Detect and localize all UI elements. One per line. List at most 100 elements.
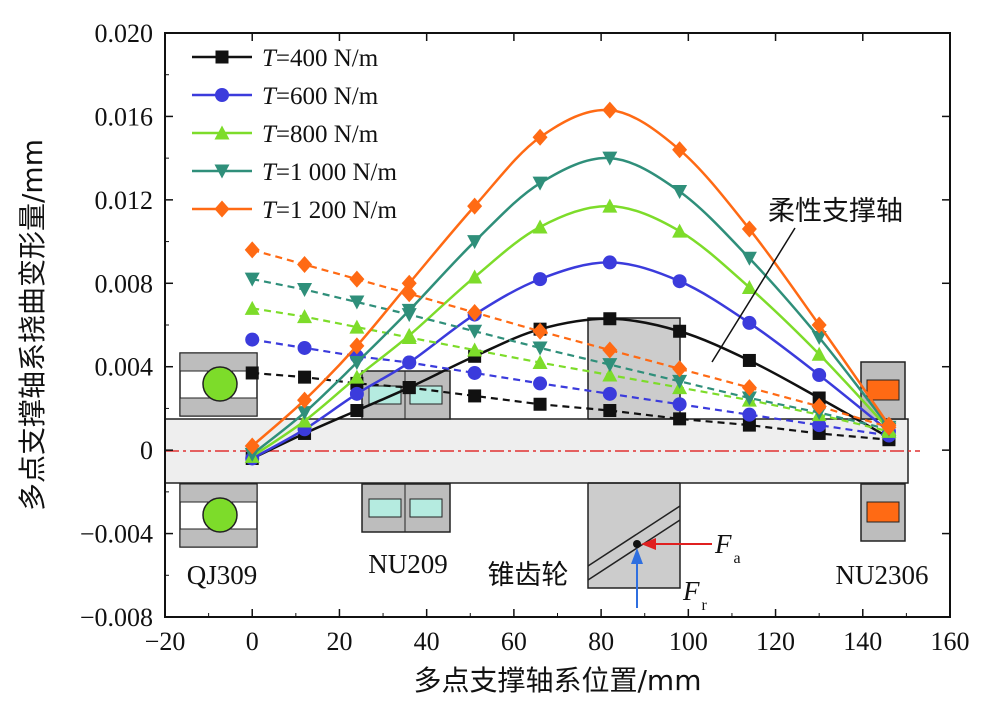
data-point [467,269,483,284]
data-point [467,197,483,215]
x-tick-label: 140 [843,627,882,656]
dashed-point [533,376,548,391]
data-point [349,337,365,355]
mechanical-drawing [164,317,920,589]
data-point [532,176,548,191]
dashed-point [532,341,548,356]
y-tick-label: 0.016 [95,102,154,131]
nu2306-bearing-bottom-roller [866,501,900,523]
qj309-bearing-bottom-ball [202,497,238,533]
data-point [603,312,617,326]
dashed-point [349,270,365,288]
gear-tooth-line [587,505,681,567]
dashed-point [467,342,483,357]
series-4 [244,101,897,455]
data-point [741,220,757,238]
legend-label: T=800 N/m [262,121,379,148]
legend-marker [215,88,229,102]
data-point [297,391,313,409]
legend-marker [215,50,229,64]
data-point [297,406,313,421]
dashed-point [603,404,617,418]
dashed-line-series-4 [251,248,890,429]
legend-marker [214,200,230,218]
dashed-point [742,418,756,432]
data-point [741,279,757,294]
axial-force-arrowhead [641,538,656,550]
nu209-label: NU209 [368,549,448,579]
dashed-point [602,386,617,401]
dashed-point [401,285,417,303]
data-point [672,223,688,238]
x-tick-label: 60 [501,627,527,656]
legend-label: T=1 000 N/m [262,159,398,186]
legend-marker [214,164,230,179]
x-tick-label: 20 [326,627,352,656]
dashed-point [297,340,312,355]
data-point [811,346,827,361]
data-point [401,327,417,342]
data-point [673,324,687,338]
data-point [672,185,688,200]
flexible-shaft-leader [711,227,796,363]
x-tick-label: 40 [414,627,440,656]
y-tick-label: 0.012 [95,186,154,215]
legend: T=400 N/m T=600 N/m T=800 N/m T=1 000 N/m T=… [192,45,398,224]
dashed-point [245,366,259,380]
data-point [811,316,827,334]
x-tick-label: 80 [588,627,614,656]
y-tick-label: 0.020 [95,19,154,48]
data-point [742,315,757,330]
data-point [672,274,687,289]
data-point [244,447,260,462]
data-point [349,356,365,371]
series-0 [245,312,896,465]
dashed-point [741,379,757,397]
data-point [811,331,827,346]
dashed-point [672,374,688,389]
data-point [349,386,364,401]
flexible-shaft-label: 柔性支撑轴 [768,196,903,227]
data-point [401,274,417,292]
dashed-point [673,412,687,426]
dashed-point [467,324,483,339]
data-point [881,416,897,434]
data-point [532,219,548,234]
annotations: 柔性支撑轴 QJ309 NU209 锥齿轮 NU2306 F aF r [187,196,929,614]
dashed-point [349,295,365,310]
dashed-point [297,256,313,274]
data-point [467,235,483,250]
y-tick-label: −0.004 [80,520,153,549]
data-point [742,353,756,367]
legend-label: T=1 200 N/m [262,197,398,224]
dashed-point [532,355,548,370]
data-point [672,141,688,159]
legend-marker [214,125,230,140]
dashed-point [244,300,260,315]
radial-force-arrowhead [631,548,643,564]
data-point [349,369,365,384]
x-tick-label: 0 [246,627,259,656]
dashed-point [244,241,260,259]
data-point [602,151,618,166]
data-point [244,437,260,455]
x-tick-label: 160 [931,627,970,656]
dashed-point [532,322,548,340]
qj309-bearing-top-ball [202,366,238,402]
axes: −20 0 20 40 60 80 100 120 140 160 −0.008 −0.004 0 0.0… [16,19,970,697]
dashed-point [349,319,365,334]
dashed-point [672,360,688,378]
series-lines [244,101,897,466]
gear-tooth-line [587,519,681,581]
dashed-point [672,397,687,412]
series-2 [244,198,897,463]
data-point [350,404,364,418]
dashed-point [742,407,757,422]
dashed-point [245,332,260,347]
dashed-point [602,367,618,382]
nu209-bearing-bottom-roller [409,498,443,518]
nu2306-bearing-top-roller [866,379,900,401]
force-point [633,540,641,548]
